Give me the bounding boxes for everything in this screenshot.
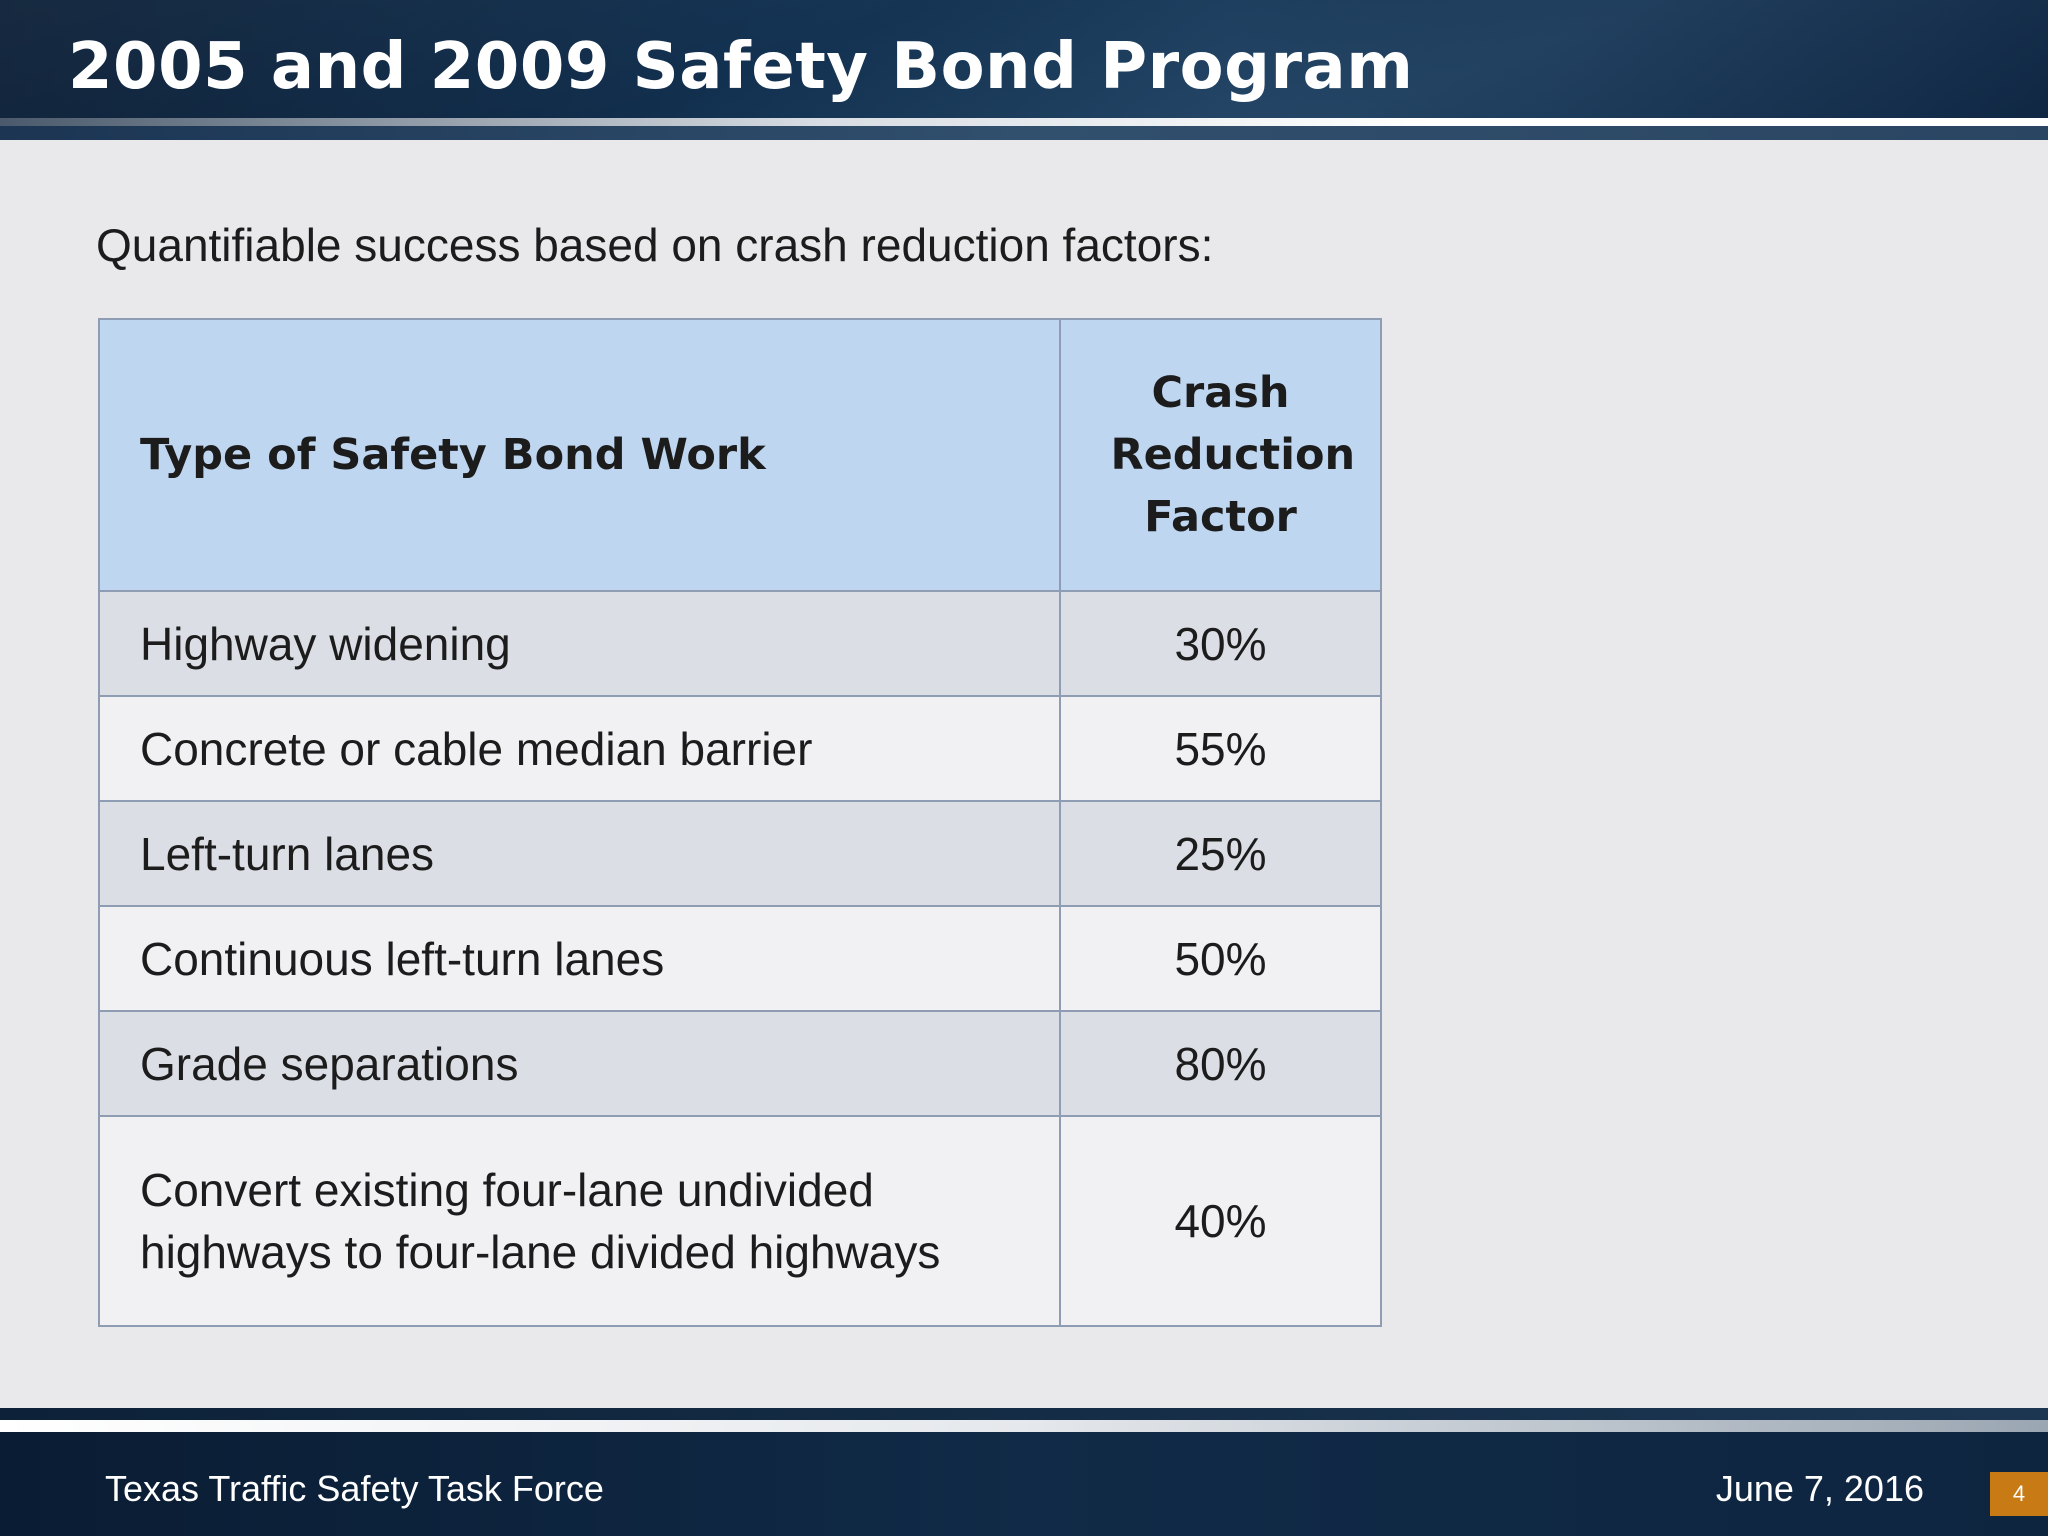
header-factor-text: Crash Reduction Factor xyxy=(1110,368,1356,542)
slide-header: 2005 and 2009 Safety Bond Program xyxy=(0,0,2048,118)
header-crash-reduction-factor: Crash Reduction Factor xyxy=(1059,318,1382,592)
table-row: Left-turn lanes 25% xyxy=(98,800,1382,907)
row-type: Left-turn lanes xyxy=(98,800,1061,907)
slide-footer: Texas Traffic Safety Task Force June 7, … xyxy=(0,1432,2048,1536)
table-row: Concrete or cable median barrier 55% xyxy=(98,695,1382,802)
header-rule xyxy=(0,118,2048,126)
table-header-row: Type of Safety Bond Work Crash Reduction… xyxy=(98,318,1382,592)
row-factor: 30% xyxy=(1059,590,1382,697)
slide-subtitle: Quantifiable success based on crash redu… xyxy=(96,219,1214,271)
row-type: Highway widening xyxy=(98,590,1061,697)
footer-rule-dark xyxy=(0,1408,2048,1420)
table-row: Convert existing four-lane undivided hig… xyxy=(98,1115,1382,1327)
row-factor: 55% xyxy=(1059,695,1382,802)
table-row: Highway widening 30% xyxy=(98,590,1382,697)
header-type-of-work: Type of Safety Bond Work xyxy=(98,318,1061,592)
footer-date: June 7, 2016 xyxy=(1715,1468,1924,1509)
row-factor: 80% xyxy=(1059,1010,1382,1117)
row-type: Convert existing four-lane undivided hig… xyxy=(98,1115,1061,1327)
header-band xyxy=(0,126,2048,140)
crash-reduction-table: Type of Safety Bond Work Crash Reduction… xyxy=(98,318,1382,1327)
row-factor: 25% xyxy=(1059,800,1382,907)
row-type: Grade separations xyxy=(98,1010,1061,1117)
row-factor: 40% xyxy=(1059,1115,1382,1327)
table-row: Grade separations 80% xyxy=(98,1010,1382,1117)
footer-organization: Texas Traffic Safety Task Force xyxy=(105,1468,604,1509)
row-type: Concrete or cable median barrier xyxy=(98,695,1061,802)
row-type-text: Convert existing four-lane undivided hig… xyxy=(140,1164,941,1278)
page-number-badge: 4 xyxy=(1990,1472,2048,1516)
row-type: Continuous left-turn lanes xyxy=(98,905,1061,1012)
row-factor: 50% xyxy=(1059,905,1382,1012)
table-row: Continuous left-turn lanes 50% xyxy=(98,905,1382,1012)
footer-rule-light xyxy=(0,1420,2048,1432)
slide-title: 2005 and 2009 Safety Bond Program xyxy=(68,30,1414,104)
